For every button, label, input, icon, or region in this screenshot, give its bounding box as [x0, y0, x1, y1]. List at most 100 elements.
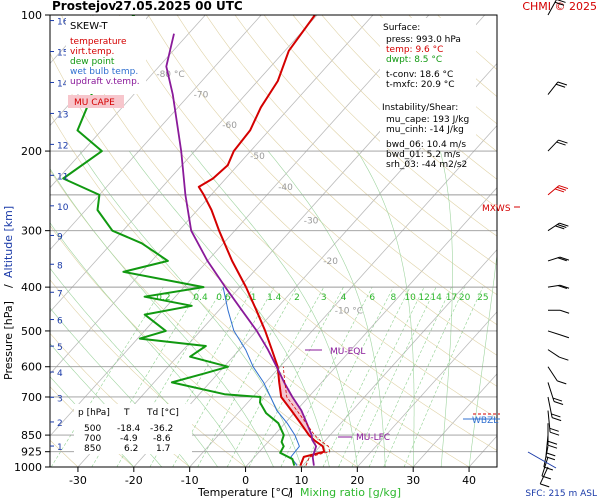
- wind-barb-flag: [557, 257, 567, 262]
- mixing-ratio-label: 10: [404, 293, 416, 303]
- y-tick-label: 1000: [14, 461, 42, 474]
- table-header-t: T: [123, 408, 130, 418]
- plot-frame: [49, 14, 498, 468]
- isotherm-label: -60: [222, 121, 237, 131]
- x-tick-label: 0: [242, 474, 249, 487]
- tconv-value: t-conv: 18.6 °C: [386, 70, 453, 80]
- table-cell: -18.4: [117, 424, 141, 434]
- mixing-ratio-label: 25: [477, 293, 488, 303]
- wind-barb-flag: [549, 431, 560, 436]
- mixing-ratio-label: 8: [390, 293, 396, 303]
- profile-updraft-v-temp: [165, 33, 317, 466]
- wind-barb-flag: [558, 139, 568, 144]
- y-tick-label: 500: [21, 325, 42, 338]
- x-axis-label-sep: /: [288, 486, 292, 499]
- y-tick-label: 600: [21, 361, 42, 374]
- info-panel: Surface: press: 993.0 hPa temp: 9.6 °C d…: [380, 18, 476, 170]
- dry-adiabat: [147, 15, 497, 356]
- y-tick-label: 100: [21, 9, 42, 22]
- instability-title: Instability/Shear:: [382, 103, 458, 113]
- wind-barb-staff: [547, 330, 561, 336]
- wind-barb-flag: [555, 83, 566, 88]
- table-cell: -36.2: [150, 424, 173, 434]
- y-tick-label: 700: [21, 391, 42, 404]
- x-tick-label: 20: [350, 474, 364, 487]
- wind-barb-flag: [553, 401, 564, 405]
- y-tick-label: 300: [21, 225, 42, 238]
- mu-cape-value: mu_cape: 193 J/kg: [386, 115, 469, 125]
- wind-barb-flag: [555, 225, 565, 230]
- wind-barb-flag: [543, 466, 554, 471]
- isotherm-line: [357, 311, 497, 467]
- isotherm-label: -70: [194, 91, 209, 101]
- y-tick-label: 850: [21, 429, 42, 442]
- isotherm-line: [50, 15, 318, 313]
- table-cell: -4.9: [120, 434, 138, 444]
- isotherm-label: -40: [278, 183, 293, 193]
- altitude-tick-label: 14: [57, 79, 69, 89]
- sfc-label: SFC: 215 m ASL: [525, 489, 597, 499]
- table-cell: 6.2: [124, 444, 138, 454]
- wind-barb-flag: [554, 1, 565, 6]
- bwd06-value: bwd_06: 10.4 m/s: [386, 140, 466, 150]
- isotherm-line: [468, 435, 497, 467]
- wind-barb-flag: [556, 141, 566, 146]
- table-cell: 850: [84, 444, 101, 454]
- isotherm-label: -80 °C: [156, 70, 184, 80]
- altitude-tick-label: 8: [57, 261, 63, 271]
- mixing-ratio-label: 20: [459, 293, 471, 303]
- y-axis-label-pressure: Pressure [hPa]: [2, 301, 15, 380]
- surface-wind-line: [527, 451, 557, 469]
- altitude-tick-label: 7: [57, 289, 63, 299]
- mixing-ratio-label: 12: [418, 293, 429, 303]
- mu-eql-label: MU-EQL: [330, 347, 365, 357]
- grid-lines: -80 °C -70 -60 -50 -40 -30 -20 -10 °C: [50, 14, 497, 468]
- table-cell: 500: [84, 424, 101, 434]
- y-tick-label: 200: [21, 145, 42, 158]
- tmxfc-value: t-mxfc: 20.9 °C: [386, 80, 455, 90]
- wind-barb-staff: [539, 466, 549, 485]
- altitude-tick-label: 9: [57, 232, 63, 242]
- wind-barbs: [527, 0, 570, 488]
- wind-barb-flag: [557, 81, 568, 86]
- mixing-ratio-label: 6: [369, 293, 375, 303]
- wind-barb-flag: [547, 440, 558, 445]
- surface-title: Surface:: [383, 23, 420, 33]
- wind-barb-flag: [552, 397, 563, 402]
- chart-title: Prostejov: [52, 0, 116, 13]
- x-tick-label: -10: [181, 474, 199, 487]
- wind-barb-flag: [546, 452, 556, 457]
- profile-virtual-temperature: [282, 366, 331, 466]
- altitude-tick-label: 1: [57, 443, 63, 453]
- table-header-p: p [hPa]: [78, 408, 110, 418]
- altitude-tick-label: 5: [57, 343, 63, 353]
- bwd01-value: bwd_01: 5.2 m/s: [386, 150, 461, 160]
- isotherm-label: -30: [304, 217, 319, 227]
- level-table: p [hPa] T Td [°C] 500 -18.4 -36.2 700 -4…: [74, 404, 192, 454]
- wind-barb-flag: [559, 309, 570, 314]
- wind-barb-flag: [551, 417, 562, 422]
- dry-adiabat: [119, 15, 497, 387]
- surface-press: press: 993.0 hPa: [386, 35, 461, 45]
- table-cell: 700: [84, 434, 101, 444]
- wind-barb-flag: [559, 256, 570, 261]
- wind-barb-flag: [549, 427, 559, 432]
- y-axis-title: Pressure [hPa] / Altitude [km]: [2, 206, 15, 380]
- x-tick-label: 40: [462, 474, 476, 487]
- mixing-ratio-line: [226, 286, 325, 467]
- mixing-ratio-label: 3: [321, 293, 327, 303]
- x-tick-label: -20: [125, 474, 143, 487]
- isotherm-label: -20: [323, 257, 338, 267]
- cape-area: [273, 353, 312, 437]
- legend-item-dew-point: dew point: [70, 57, 115, 67]
- mixing-ratio-label: 2: [294, 293, 300, 303]
- isotherm-line: [301, 249, 497, 467]
- altitude-tick-label: 15: [57, 49, 68, 59]
- x-axis-label-temp: Temperature [°C]: [197, 486, 293, 499]
- wind-barb-staff: [547, 349, 560, 358]
- mixing-ratio-label: 14: [430, 293, 442, 303]
- surface-temp: temp: 9.6 °C: [386, 45, 443, 55]
- wind-barb-flag: [557, 224, 567, 228]
- y-tick-label: 400: [21, 281, 42, 294]
